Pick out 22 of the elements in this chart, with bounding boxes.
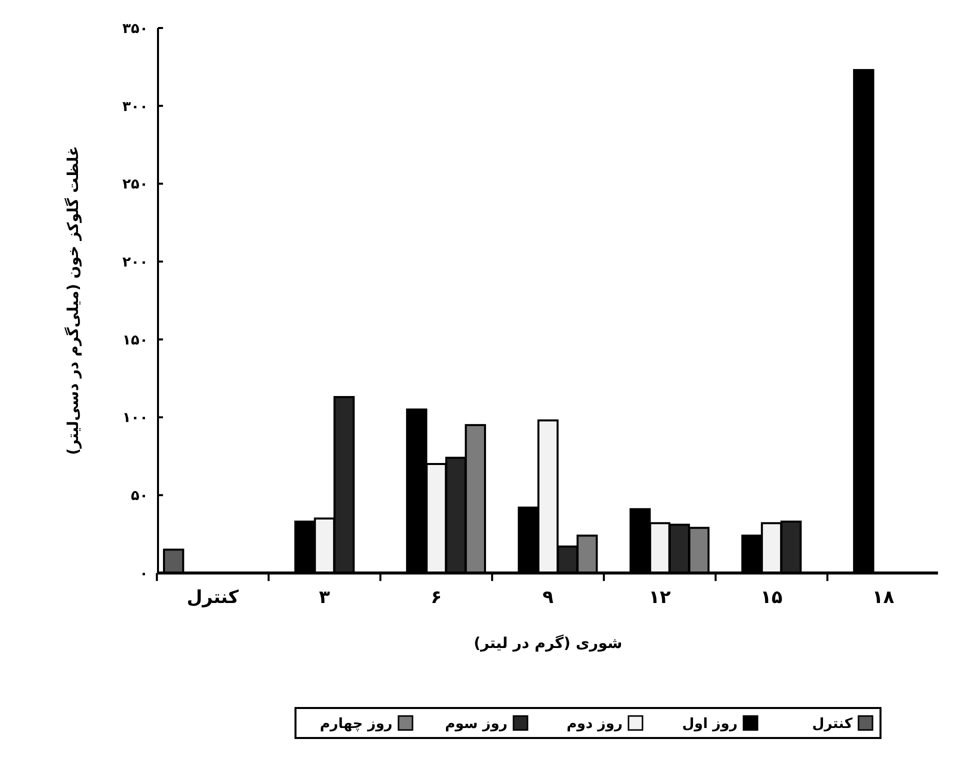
legend-label: روز چهارم [320, 716, 392, 732]
y-tick-label: ۲۵۰ [122, 176, 148, 193]
y-tick-label: ۱۵۰ [122, 332, 148, 348]
y-tick-label: ۱۰۰ [122, 410, 148, 426]
y-tick-label: ۳۵۰ [122, 20, 148, 37]
x-tick-label: کنترل [186, 587, 240, 608]
x-axis-title: شوری (گرم در لیتر) [474, 634, 622, 652]
x-tick-label: ۹ [542, 587, 554, 608]
y-axis-title: غلظت گلوکز خون (میلی‌گرم در دسی‌لیتر) [64, 146, 82, 455]
y-tick-label: ۲۰۰ [122, 254, 148, 270]
x-tick-label: ۱۵ [760, 587, 782, 608]
legend-label: کنترل [812, 716, 854, 732]
legend-label: روز سوم [444, 716, 508, 732]
y-tick-label: ۰ [139, 566, 148, 582]
x-tick-label: ۶ [430, 587, 442, 608]
legend-label: روز دوم [566, 716, 622, 732]
y-tick-label: ۳۰۰ [122, 98, 148, 115]
legend-label: روز اول [682, 716, 738, 732]
x-tick-label: ۱۸ [872, 587, 894, 608]
y-tick-label: ۵۰ [130, 488, 148, 504]
x-tick-label: ۱۲ [648, 587, 671, 608]
x-tick-label: ۳ [319, 587, 330, 608]
